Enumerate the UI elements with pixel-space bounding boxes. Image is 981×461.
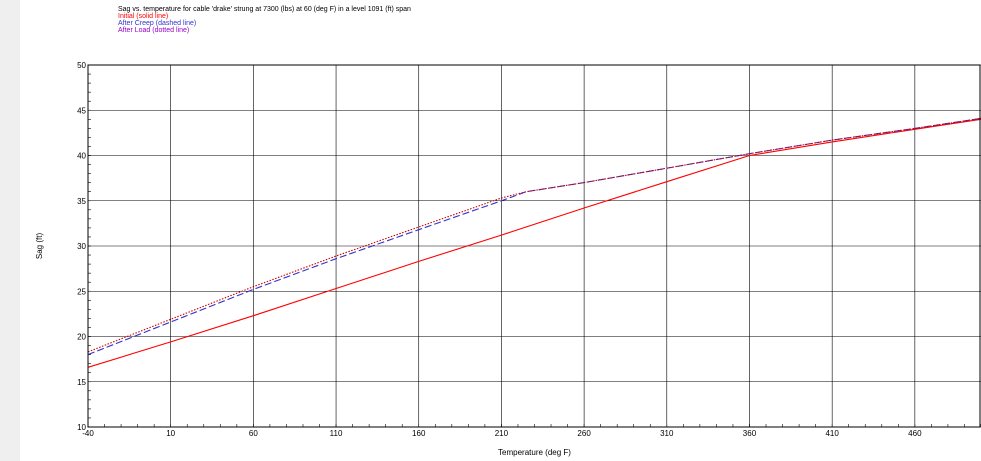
legend-after-creep: After Creep (dashed line) [118, 20, 197, 27]
y-tick-label: 20 [77, 333, 86, 342]
y-tick-label: 25 [77, 287, 86, 296]
chart-panel: Sag vs. temperature for cable 'drake' st… [20, 0, 981, 461]
x-tick-label: 360 [743, 429, 757, 438]
series-lines [87, 117, 981, 368]
sag-temperature-chart: -40 10 60 110 160 210 260 310 360 410 460101520253… [35, 61, 981, 457]
x-tick-label: 210 [495, 429, 509, 438]
x-tick-label: -40 [82, 429, 94, 438]
series-line-after-creep [87, 117, 981, 356]
y-tick-label: 45 [77, 106, 86, 115]
x-tick-label: 10 [166, 429, 175, 438]
y-tick-label: 50 [77, 61, 86, 70]
x-tick-label: 260 [577, 429, 591, 438]
x-axis-label: Temperature (deg F) [498, 448, 571, 457]
x-tick-label: 60 [249, 429, 258, 438]
grid [87, 64, 981, 428]
x-tick-label: 410 [825, 429, 839, 438]
plot-area-border [87, 64, 981, 428]
legend-after-load: After Load (dotted line) [118, 27, 190, 34]
x-tick-label: 160 [412, 429, 426, 438]
y-axis-label: Sag (ft) [35, 233, 44, 260]
x-tick-label: 310 [660, 429, 674, 438]
chart-title: Sag vs. temperature for cable 'drake' st… [118, 6, 411, 13]
y-tick-label: 30 [77, 242, 86, 251]
x-tick-label: 110 [330, 429, 343, 438]
series-line-initial [87, 118, 981, 368]
y-tick-label: 35 [77, 197, 86, 206]
x-tick-label: 460 [908, 429, 922, 438]
series-line-after-load [87, 117, 981, 353]
legend-initial: Initial (solid line) [118, 13, 169, 20]
axis-ticks: -40 10 60 110 160 210 260 310 360 410 460101520253… [77, 61, 981, 438]
y-tick-label: 40 [77, 152, 86, 161]
y-tick-label: 15 [77, 378, 86, 387]
y-tick-label: 10 [77, 423, 86, 432]
